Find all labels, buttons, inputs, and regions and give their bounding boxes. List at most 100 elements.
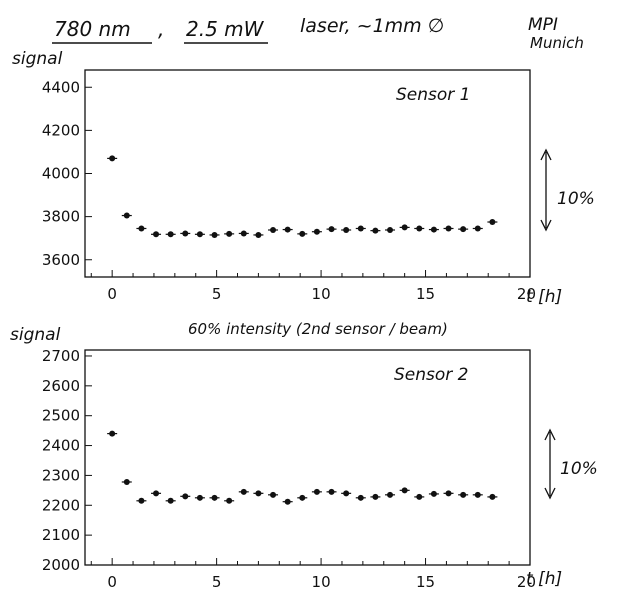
sensor-2-data-point xyxy=(121,478,132,485)
sensor-2-scale-arrow xyxy=(544,428,556,500)
sensor-1-scale-label: 10% xyxy=(557,189,595,209)
sensor-2-xtick-label: 20 xyxy=(517,573,536,591)
sensor-1-title: Sensor 1 xyxy=(396,85,471,105)
sensor-1-data-point xyxy=(136,225,147,232)
sensor-2-data-point xyxy=(487,493,498,500)
sensor-2-data-point xyxy=(165,497,176,504)
sensor-1-ytick-label: 3600 xyxy=(42,251,80,269)
sensor-1-data-point xyxy=(121,212,132,219)
sensor-2-data-point xyxy=(180,493,191,500)
sensor-1-xlabel: t [h] xyxy=(526,287,562,307)
sensor-1-data-point xyxy=(253,231,264,238)
sensor-1-data-point xyxy=(268,226,279,233)
sensor-1-data-point xyxy=(311,228,322,235)
sensor-2-data-point xyxy=(253,490,264,497)
sensor-1-ylabel: signal xyxy=(12,49,63,69)
sensor-1-data-point xyxy=(428,226,439,233)
sensor-1-data-point xyxy=(180,230,191,237)
sensor-2-data-point xyxy=(399,487,410,494)
sensor-1-ytick-label: 3800 xyxy=(42,208,80,226)
sensor-2-xtick-label: 0 xyxy=(107,573,117,591)
sensor-2-xtick-label: 5 xyxy=(212,573,222,591)
sensor-1-data-point xyxy=(297,230,308,237)
sensor-2-y-axis: 2000 2100 2200 2300 2400 2500 2600 2700 xyxy=(42,347,92,574)
sensor-2-data-point xyxy=(414,493,425,500)
sensor-2-ylabel: signal xyxy=(10,325,61,345)
sensor-1-data-point xyxy=(194,231,205,238)
sensor-2-ytick-label: 2500 xyxy=(42,407,80,425)
sensor-1-data-point xyxy=(385,226,396,233)
header-power: 2.5 mW xyxy=(186,17,265,41)
sensor-2-ytick-label: 2000 xyxy=(42,556,80,574)
sensor-2-data-point xyxy=(297,494,308,501)
sensor-1-data-point xyxy=(282,226,293,233)
sensor-1-xtick-label: 20 xyxy=(517,285,536,303)
sensor-1-ytick-label: 4000 xyxy=(42,165,80,183)
sensor-2-data-point xyxy=(472,491,483,498)
sensor-2-title: Sensor 2 xyxy=(394,365,469,385)
sensor-2-data-point xyxy=(224,497,235,504)
sensor-2-data-point xyxy=(311,488,322,495)
sensor-2-ytick-label: 2400 xyxy=(42,437,80,455)
sensor-1-data-point xyxy=(414,225,425,232)
sensor-1-data-point xyxy=(472,225,483,232)
sensor-1-data-point xyxy=(151,231,162,238)
sensor-1-data-point xyxy=(224,230,235,237)
sensor-1-data-point xyxy=(443,225,454,232)
sensor-1-data-point xyxy=(165,231,176,238)
sensor-2-scale-label: 10% xyxy=(560,459,598,479)
sensor-2-ytick-label: 2700 xyxy=(42,347,80,365)
sensor-2-data-point xyxy=(428,490,439,497)
sensor-2-data-point xyxy=(136,497,147,504)
sensor-1-xtick-label: 5 xyxy=(212,285,222,303)
sensor-2-x-axis: 0 5 10 15 20 xyxy=(90,558,536,591)
sensor-1-x-axis: 0 5 10 15 20 xyxy=(90,270,536,303)
sensor-2-data-point xyxy=(443,490,454,497)
sensor-1-data-point xyxy=(209,231,220,238)
header-institute-2: Munich xyxy=(530,34,584,52)
sensor-2-frame xyxy=(84,349,531,566)
sensor-2-data-point xyxy=(151,490,162,497)
sensor-2-data-point xyxy=(355,494,366,501)
sensor-1-data-point xyxy=(107,155,118,162)
header-comma: , xyxy=(158,17,164,41)
sensor-1-data-point xyxy=(326,226,337,233)
sensor-1-xtick-label: 0 xyxy=(107,285,117,303)
sensor-2-ytick-label: 2300 xyxy=(42,466,80,484)
sensor-2-xtick-label: 15 xyxy=(416,573,435,591)
sensor-2-xtick-label: 10 xyxy=(312,573,331,591)
sensor-2-data-point xyxy=(107,430,118,437)
sensor-1-data-point xyxy=(238,230,249,237)
header: 780 nm , 2.5 mW laser, ~1mm ∅ MPI Munich xyxy=(52,15,584,52)
sensor-2-data-point xyxy=(194,494,205,501)
sensor-2-ytick-label: 2100 xyxy=(42,526,80,544)
sensor-1-data-point xyxy=(399,224,410,231)
sensor-1-xtick-label: 15 xyxy=(416,285,435,303)
sensor-2-data-point xyxy=(282,498,293,505)
sensor-1-data-point xyxy=(341,226,352,233)
middle-note: 60% intensity (2nd sensor / beam) xyxy=(188,320,448,338)
sensor-2-series xyxy=(107,430,498,505)
sensor-1-ytick-label: 4200 xyxy=(42,121,80,139)
header-rest: laser, ~1mm ∅ xyxy=(300,15,444,37)
sensor-2-data-point xyxy=(385,491,396,498)
sensor-2-data-point xyxy=(370,493,381,500)
sensor-1-series xyxy=(107,155,498,238)
sensor-1-chart: signal Sensor 1 3600 3800 4000 4200 4400 0 5 1… xyxy=(12,49,595,307)
sensor-2-data-point xyxy=(341,490,352,497)
sensor-1-scale-arrow xyxy=(540,148,552,232)
sensor-1-xtick-label: 10 xyxy=(312,285,331,303)
sensor-1-y-axis: 3600 3800 4000 4200 4400 xyxy=(42,78,92,269)
sensor-1-data-point xyxy=(370,227,381,234)
sensor-1-ytick-label: 4400 xyxy=(42,78,80,96)
sensor-2-chart: signal Sensor 2 2000 2100 2200 2300 2400 2500… xyxy=(10,325,598,591)
sensor-2-data-point xyxy=(326,488,337,495)
sensor-2-data-point xyxy=(268,491,279,498)
sensor-1-data-point xyxy=(355,225,366,232)
sensor-2-xlabel: t [h] xyxy=(526,569,562,589)
sensor-2-data-point xyxy=(458,491,469,498)
sensor-1-data-point xyxy=(458,226,469,233)
sensor-2-ytick-label: 2200 xyxy=(42,496,80,514)
sensor-2-data-point xyxy=(209,494,220,501)
